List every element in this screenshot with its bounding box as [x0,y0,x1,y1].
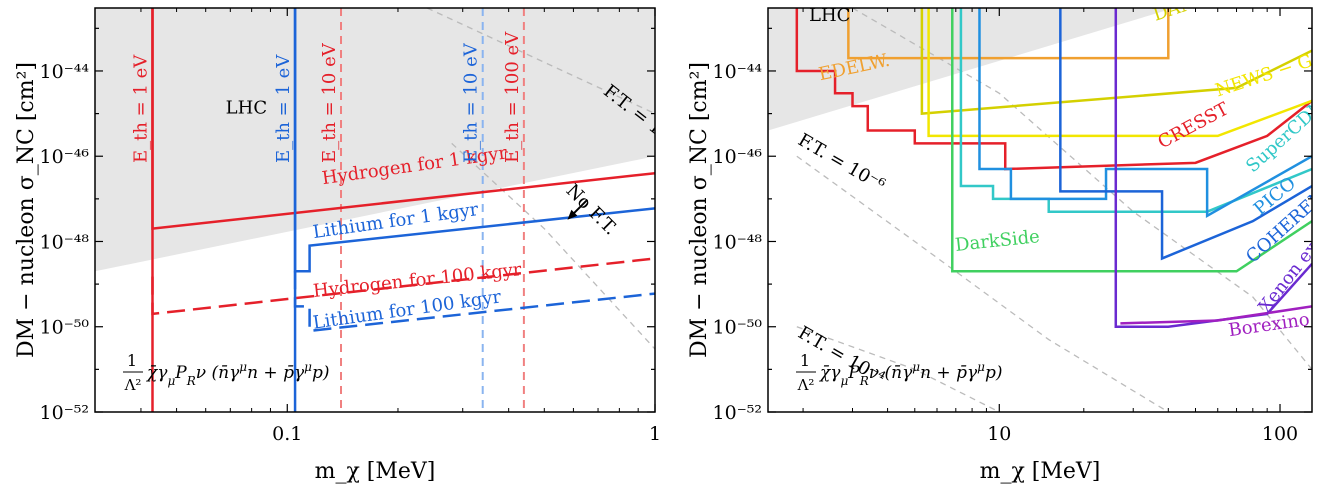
plot-area: LHC F.T. = 10⁻²No F.T.Hydrogen for 1 kgyr… [95,8,655,412]
x-tick-label: 10 [987,423,1011,445]
y-tick-label: 10⁻⁴⁶ [713,146,763,168]
series-line-hydrogen-for-1-kgyr [151,8,655,231]
series-line-darkside [951,8,1312,273]
threshold-label: E_th = 1 eV [273,54,294,163]
y-tick-label: 10⁻⁴⁶ [40,146,90,168]
series-line-damic [920,8,1312,115]
series-label: NEWS − G [1213,50,1315,101]
series-line-coherent [1059,8,1312,261]
lagrangian-body: χ̄γμPRν (n̄γμn + p̄γμp) [819,360,1002,388]
series-label: DAMIC [1151,0,1221,26]
series-label: CRESST [1155,99,1233,154]
annotation-text: LHC [809,5,850,26]
lagrangian-body: χ̄γμPRν (n̄γμn + p̄γμp) [146,360,329,388]
plot-frame [767,7,1313,413]
y-tick-label: 10⁻⁴⁸ [713,231,763,253]
lagrangian-denominator: Λ² [797,376,815,394]
y-tick-label: 10⁻⁴⁴ [713,61,763,83]
series-line-xenon-expts [1114,8,1312,328]
series-line-lithium-for-100-kgyr [293,271,655,333]
series-line-news-g [927,8,1312,138]
series-line-lithium-for-1-kgyr [293,8,655,273]
annotation-text: No F.T. [562,180,621,239]
x-axis-title: m_χ [MeV] [980,459,1101,484]
ft-contour-line [426,8,655,115]
lagrangian-numerator: 1 [800,351,810,370]
x-tick-label: 1 [649,423,661,445]
series-label: SuperCDMS [1242,85,1322,177]
y-tick-label: 10⁻⁵² [40,402,89,424]
x-axis-title: m_χ [MeV] [315,459,436,484]
series-label: Borexino [1227,309,1311,341]
threshold-label: E_th = 1 eV [130,54,151,163]
lhc-excluded-region [95,8,655,272]
ft-contour-line [852,8,1312,370]
y-tick-label: 10⁻⁵⁰ [713,317,763,339]
ft-contour-line [796,326,1000,412]
series-line-edelw- [847,8,1170,60]
plot-frame [94,7,656,413]
x-tick-label: 0.1 [272,423,302,445]
left-panel: LHC F.T. = 10⁻²No F.T.Hydrogen for 1 kgyr… [14,7,661,484]
lhc-excluded-region [768,8,1175,131]
series-label: DarkSide [954,226,1041,256]
series-line-borexino [1120,305,1312,325]
y-tick-label: 10⁻⁴⁸ [40,231,90,253]
series-line-pico [978,8,1312,218]
threshold-label: E_th = 100 eV [502,31,523,163]
lagrangian-denominator: Λ² [124,376,142,394]
y-tick-label: 10⁻⁵⁰ [40,317,90,339]
lagrangian-numerator: 1 [127,351,137,370]
series-line-cresst [795,8,1312,171]
arrow-head [567,209,578,220]
threshold-label: E_th = 10 eV [461,42,482,163]
y-axis-title: DM − nucleon σ_NC [cm²] [14,62,39,358]
x-tick-label: 100 [1262,423,1298,445]
series-line-hydrogen-for-100-kgyr [151,257,655,316]
threshold-label: E_th = 10 eV [319,42,340,163]
y-axis-title: DM − nucleon σ_NC [cm²] [687,62,712,358]
y-tick-label: 10⁻⁵² [713,402,762,424]
ft-contour-line [451,142,655,350]
y-tick-label: 10⁻⁴⁴ [40,61,90,83]
annotation-text: F.T. = 10⁻⁶ [794,130,888,197]
annotation-text: LHC [226,98,267,119]
